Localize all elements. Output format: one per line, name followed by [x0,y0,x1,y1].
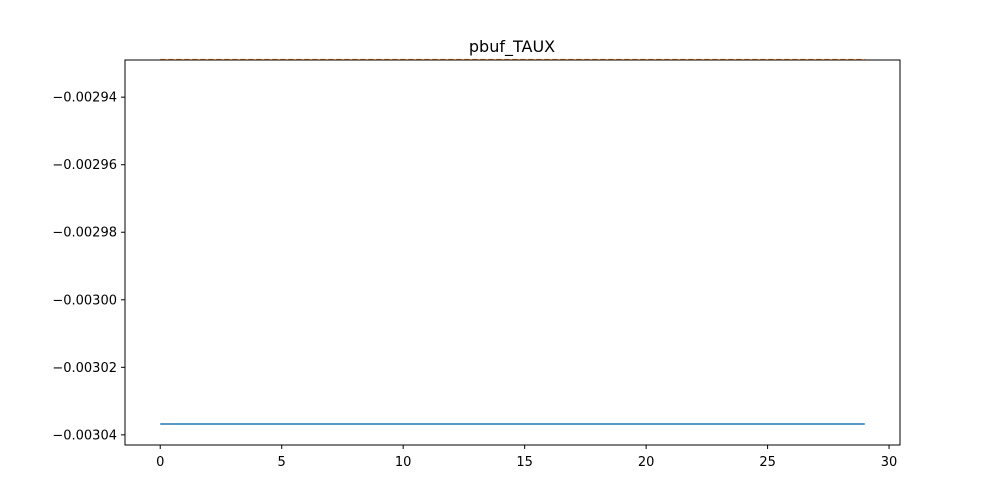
x-tick-label: 0 [156,455,164,470]
y-tick-label: −0.00302 [52,361,117,376]
chart-title: pbuf_TAUX [469,37,555,57]
x-tick-label: 15 [516,455,533,470]
x-tick-label: 30 [881,455,898,470]
x-axis: 0 5 10 15 20 25 30 [156,445,897,470]
y-tick-label: −0.00298 [52,226,117,241]
x-tick-label: 10 [395,455,412,470]
y-axis: −0.00294 −0.00296 −0.00298 −0.00300 −0.00302… [52,91,125,443]
x-tick-label: 25 [759,455,776,470]
y-tick-label: −0.00294 [52,91,117,106]
x-tick-label: 20 [638,455,655,470]
y-tick-label: −0.00304 [52,428,117,443]
plot-frame [124,59,901,446]
x-tick-label: 5 [278,455,286,470]
y-tick-label: −0.00296 [52,158,117,173]
y-tick-label: −0.00300 [52,293,117,308]
